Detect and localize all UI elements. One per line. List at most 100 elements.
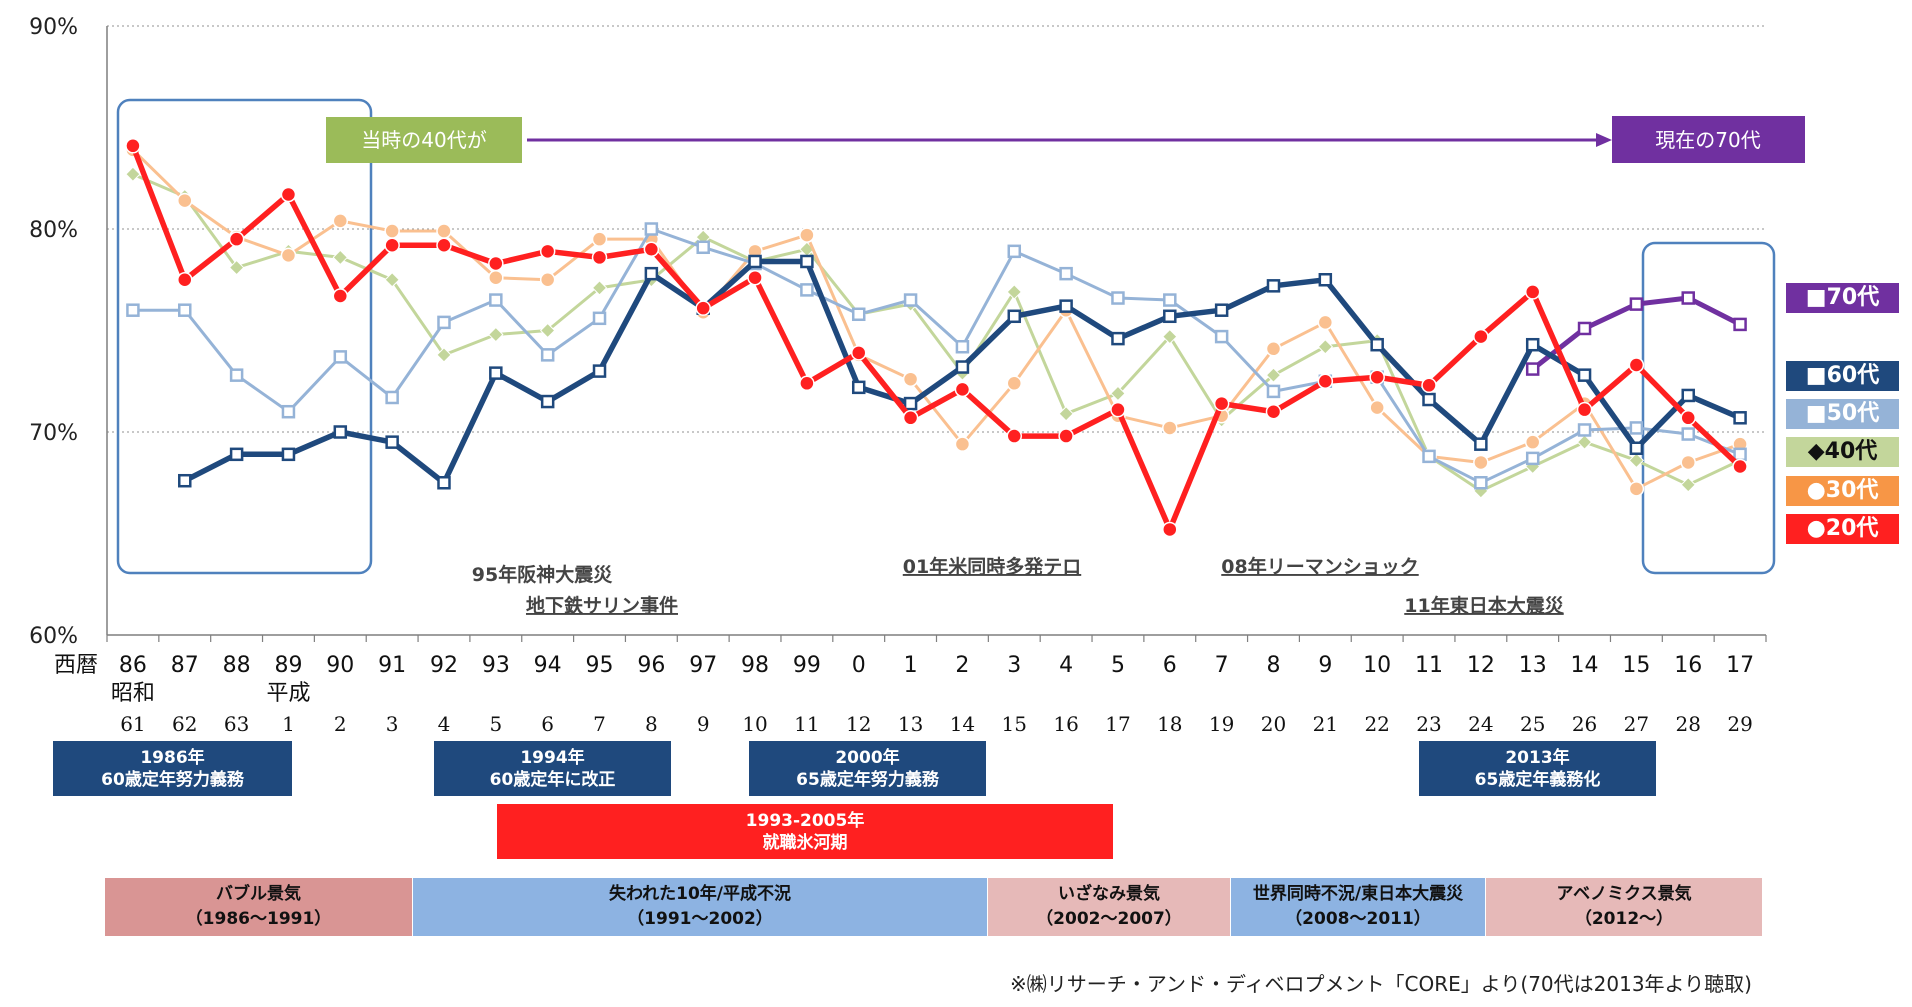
x-tick-label: 9 [1318, 653, 1332, 678]
data-point [1577, 368, 1592, 382]
data-point [748, 254, 762, 269]
legend-70s-label: 70代 [1826, 285, 1880, 310]
data-point [954, 381, 971, 398]
era-year-label: 8 [645, 712, 658, 736]
data-point [1733, 317, 1747, 332]
era-year-label: 19 [1209, 712, 1234, 736]
x-tick-label: 98 [741, 653, 769, 678]
data-point [1681, 291, 1695, 305]
era-year-label: 3 [386, 712, 399, 736]
employment-ice-age-box: 1993-2005年 就職氷河期 [497, 804, 1113, 859]
era-year-label: 21 [1313, 712, 1338, 736]
era-year-label: 5 [489, 712, 502, 736]
data-point [643, 241, 660, 258]
legend-30s-marker: ● [1806, 478, 1826, 503]
series-70代 [1525, 291, 1747, 376]
y-tick-label: 70% [29, 421, 78, 446]
data-point [1576, 434, 1593, 450]
data-point [280, 247, 297, 264]
data-point [1629, 421, 1644, 435]
data-point [1474, 476, 1488, 490]
data-point [1058, 406, 1074, 422]
era-global-recession: 世界同時不況/東日本大震災 （2008～2011） [1231, 878, 1486, 936]
era-lost-decade-name: 失われた10年/平成不況 [608, 884, 792, 904]
policy-box-2013: 2013年 65歳定年義務化 [1419, 741, 1656, 796]
data-point [903, 396, 918, 411]
policy-1986-text: 60歳定年努力義務 [101, 769, 244, 790]
data-point [1059, 299, 1073, 313]
legend-60s-marker: ■ [1805, 363, 1827, 388]
x-tick-label: 1 [904, 653, 918, 678]
data-point [178, 303, 192, 317]
data-point [1007, 244, 1022, 259]
data-point [591, 249, 608, 266]
now-70s-label: 現在の70代 [1655, 128, 1760, 152]
data-point [333, 425, 348, 439]
x-tick-label: 17 [1726, 653, 1754, 678]
x-tick-label: 95 [586, 653, 614, 678]
era-year-label: 20 [1261, 712, 1286, 736]
x-tick-label: 14 [1571, 653, 1599, 678]
policy-box-1986: 1986年 60歳定年努力義務 [53, 741, 292, 796]
data-point [228, 231, 245, 247]
era-abenomics-name: アベノミクス景気 [1556, 884, 1692, 904]
data-point [1006, 375, 1023, 392]
legend-70s: ■70代 [1786, 283, 1899, 313]
data-point [177, 192, 193, 209]
y-tick-label: 90% [29, 15, 78, 40]
ice-age-years: 1993-2005年 [745, 810, 865, 831]
x-tick-label: 93 [482, 653, 510, 678]
era-year-label: 2 [334, 712, 347, 736]
legend-40s-marker: ◆ [1807, 439, 1825, 464]
data-point [540, 348, 555, 362]
now-70s-label-box [1612, 116, 1805, 163]
legend-30s: ●30代 [1786, 476, 1899, 506]
legend-40s-label: 40代 [1824, 439, 1878, 464]
data-point [1369, 369, 1385, 385]
data-point [1370, 337, 1384, 352]
legend-60s: ■60代 [1786, 361, 1899, 391]
policy-2013-year: 2013年 [1505, 747, 1570, 768]
policy-2013-text: 65歳定年義務化 [1474, 769, 1601, 790]
then-40s-label-box [326, 117, 522, 163]
era-year-label: 12 [846, 712, 871, 736]
data-point [1265, 403, 1282, 420]
data-point [799, 375, 815, 392]
x-tick-label: 11 [1415, 653, 1443, 678]
cohort-arrow-head [1596, 133, 1612, 147]
data-point [1162, 328, 1178, 345]
era-bubble: バブル景気 （1986～1991） [105, 878, 413, 936]
era-year-label: 61 [120, 712, 145, 736]
data-point [436, 347, 452, 363]
data-point [540, 394, 555, 409]
data-point [1058, 428, 1074, 444]
data-point [229, 368, 244, 382]
legend-50s-label: 50代 [1826, 401, 1880, 426]
data-point [747, 269, 763, 286]
policy-box-1994: 1994年 60歳定年に改正 [434, 741, 671, 796]
era-year-label: 7 [593, 712, 606, 736]
highlight-box-1986 [116, 98, 373, 575]
event-lehman-shock: 08年リーマンショック [1221, 555, 1418, 578]
x-tick-label: 6 [1163, 653, 1177, 678]
era-lost-decade: 失われた10年/平成不況 （1991～2002） [413, 878, 988, 936]
data-point [178, 473, 192, 488]
event-911: 01年米同時多発テロ [903, 555, 1081, 578]
data-point [332, 288, 349, 304]
event-kobe-earthquake: 95年阪神大震災 [472, 563, 613, 586]
x-axis-prefix: 西暦 [54, 653, 98, 678]
era-year-label: 28 [1676, 712, 1701, 736]
era-year-label: 1 [282, 712, 295, 736]
data-point [1266, 279, 1281, 293]
data-point [437, 476, 451, 490]
data-point [1732, 458, 1748, 475]
data-point [333, 350, 348, 364]
event-tohoku-earthquake: 11年東日本大震災 [1404, 594, 1564, 617]
data-point [1422, 392, 1436, 407]
data-point [1111, 331, 1125, 346]
legend-30s-label: 30代 [1825, 478, 1879, 503]
x-tick-label: 89 [274, 653, 302, 678]
data-point [489, 366, 503, 380]
data-point [851, 380, 866, 395]
era-year-label: 27 [1624, 712, 1649, 736]
